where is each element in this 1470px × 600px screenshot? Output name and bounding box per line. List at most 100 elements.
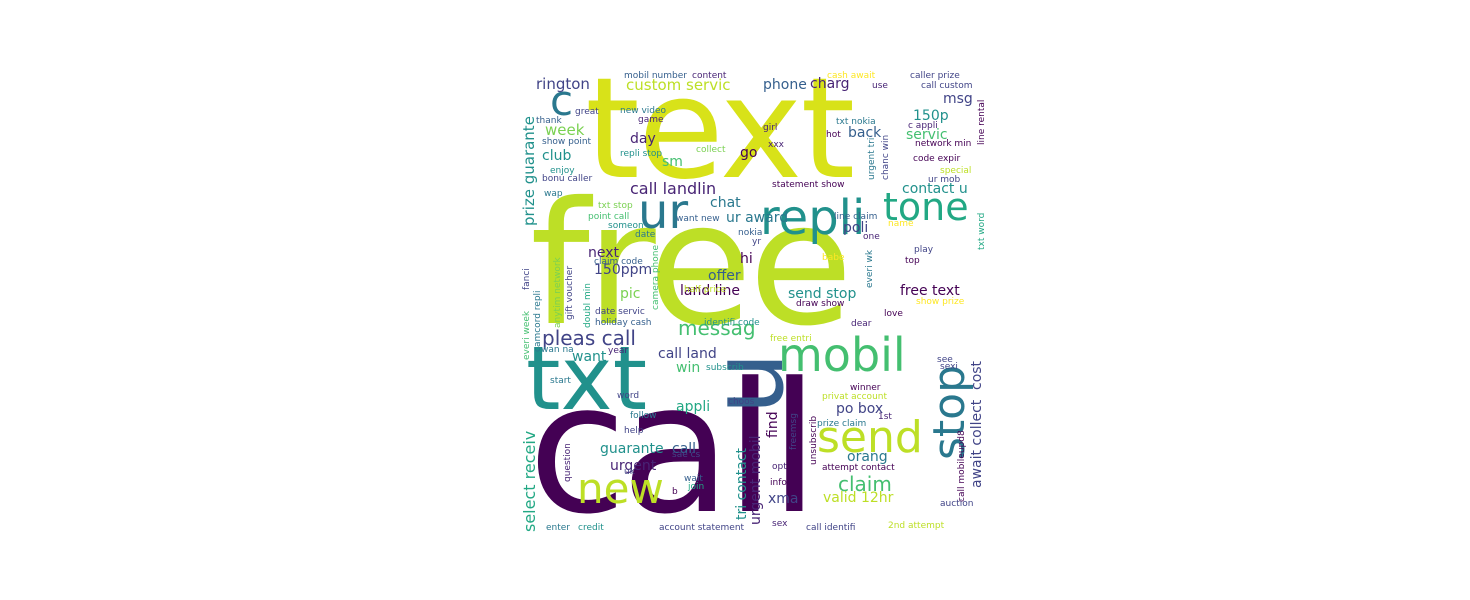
word-fanci: fanci bbox=[522, 268, 532, 290]
word-next: next bbox=[588, 245, 620, 261]
word-xma: xma bbox=[768, 491, 799, 507]
word-rington: rington bbox=[536, 75, 590, 93]
word-day: day bbox=[630, 131, 656, 147]
word-cloud: call free text txt u mobil repli ur tone… bbox=[520, 70, 990, 540]
word-camcord-repli: camcord repli bbox=[533, 290, 543, 352]
word-start: start bbox=[550, 376, 571, 386]
word-join: join bbox=[688, 482, 705, 492]
word-wait: wait bbox=[684, 474, 703, 484]
word-babe: babe bbox=[822, 253, 845, 263]
word-send-stop: send stop bbox=[788, 286, 857, 302]
word-sae-cs: sae cs bbox=[672, 450, 701, 460]
word-auction: auction bbox=[940, 499, 974, 509]
word-call-custom: call custom bbox=[921, 81, 973, 91]
word-everi-week: everi week bbox=[522, 310, 532, 360]
word-po-box: po box bbox=[836, 401, 884, 417]
word-prize-claim: prize claim bbox=[817, 419, 867, 429]
word-collect: collect bbox=[696, 145, 726, 155]
word-txt-stop: txt stop bbox=[598, 201, 633, 211]
word-ur-award: ur award bbox=[726, 210, 789, 226]
word-uk: uk bbox=[624, 467, 635, 477]
word-draw-show: draw show bbox=[796, 299, 845, 309]
word-help: help bbox=[624, 426, 644, 436]
word-anytim-network: anytim network bbox=[553, 257, 563, 328]
word-want: want bbox=[572, 349, 607, 365]
word-await-collect: await collect bbox=[969, 399, 985, 488]
word-question: question bbox=[563, 443, 573, 482]
word-1st: 1st bbox=[878, 412, 892, 422]
word-winner: winner bbox=[850, 383, 881, 393]
word-urgent-mobil: urgent mobil bbox=[748, 435, 764, 525]
word-date: date bbox=[635, 230, 656, 240]
word-win: win bbox=[676, 360, 701, 376]
word-ur: ur bbox=[638, 184, 689, 240]
word-opt: opt bbox=[772, 462, 787, 472]
word-hot: hot bbox=[826, 130, 841, 140]
word-phone: phone bbox=[763, 77, 807, 93]
word-call-identifi: call identifi bbox=[806, 523, 856, 533]
word-call-large: call bbox=[528, 345, 819, 540]
word-mobil: mobil bbox=[778, 328, 906, 382]
word-half-price: half price bbox=[684, 285, 727, 295]
word-great: great bbox=[575, 107, 599, 117]
word-call-land: call land bbox=[658, 346, 717, 362]
word-date-servic: date servic bbox=[595, 307, 645, 317]
word-love: love bbox=[884, 309, 903, 319]
word-hi: hi bbox=[740, 251, 753, 267]
word-cash-await: cash await bbox=[827, 71, 876, 81]
word-select-receiv: select receiv bbox=[520, 430, 539, 532]
word-c-appli: c appli bbox=[908, 121, 938, 131]
word-txt: txt bbox=[526, 327, 648, 430]
word-subscrib: subscrib bbox=[706, 363, 744, 373]
word-appli: appli bbox=[676, 399, 711, 415]
word-wap: wap bbox=[544, 189, 563, 199]
word-week: week bbox=[545, 121, 585, 139]
word-point-call: point call bbox=[588, 212, 630, 222]
word-land-line: land line bbox=[680, 283, 740, 299]
word-gift-voucher: gift voucher bbox=[565, 265, 575, 320]
word-call-small: call bbox=[672, 441, 697, 457]
word-free-text: free text bbox=[900, 283, 960, 299]
word-name: name bbox=[888, 219, 914, 229]
word-c: c bbox=[550, 76, 574, 125]
word-content: content bbox=[692, 71, 727, 81]
word-free: free bbox=[530, 166, 853, 364]
word-want-new: want new bbox=[676, 214, 720, 224]
word-code-expir: code expir bbox=[913, 154, 961, 164]
word-nokia: nokia bbox=[738, 228, 763, 238]
word-everi-wk: everi wk bbox=[865, 249, 875, 288]
word-send: send bbox=[817, 412, 923, 463]
word-back: back bbox=[848, 125, 882, 141]
word-ur-mob: ur mob bbox=[928, 175, 961, 185]
word-txt-word: txt word bbox=[977, 212, 987, 250]
word-sexi: sexi bbox=[940, 362, 958, 372]
word-call-landlin: call landlin bbox=[630, 179, 717, 198]
word-msg: msg bbox=[943, 91, 973, 107]
word-pic: pic bbox=[620, 286, 641, 302]
word-txt-nokia: txt nokia bbox=[836, 117, 876, 127]
word-go: go bbox=[740, 145, 758, 161]
word-tone: tone bbox=[883, 185, 969, 229]
word-xxx: xxx bbox=[768, 140, 784, 150]
word-urgent: urgent bbox=[610, 458, 657, 474]
word-year: year bbox=[608, 346, 629, 356]
word-cost: cost bbox=[969, 360, 985, 390]
word-repli: repli bbox=[760, 190, 866, 246]
word-custom-servic: custom servic bbox=[626, 76, 731, 94]
word-play: play bbox=[914, 245, 934, 255]
word-top: top bbox=[905, 256, 920, 266]
word-account-statement: account statement bbox=[659, 523, 745, 533]
word-charg: charg bbox=[810, 76, 850, 92]
word-network-min: network min bbox=[915, 139, 972, 149]
word-follow: follow bbox=[630, 411, 657, 421]
word-claim: claim bbox=[838, 472, 892, 496]
word-holiday-cash: holiday cash bbox=[595, 318, 652, 328]
word-doubl-min: doubl min bbox=[583, 283, 593, 328]
word-special: special bbox=[940, 166, 972, 176]
word-credit: credit bbox=[578, 523, 604, 533]
word-someon: someon bbox=[608, 221, 644, 231]
word-tri-contact: tri contact bbox=[734, 448, 750, 520]
word-game: game bbox=[638, 115, 664, 125]
word-urgent-tri: urgent tri bbox=[867, 137, 877, 180]
word-sm: sm bbox=[662, 154, 683, 170]
